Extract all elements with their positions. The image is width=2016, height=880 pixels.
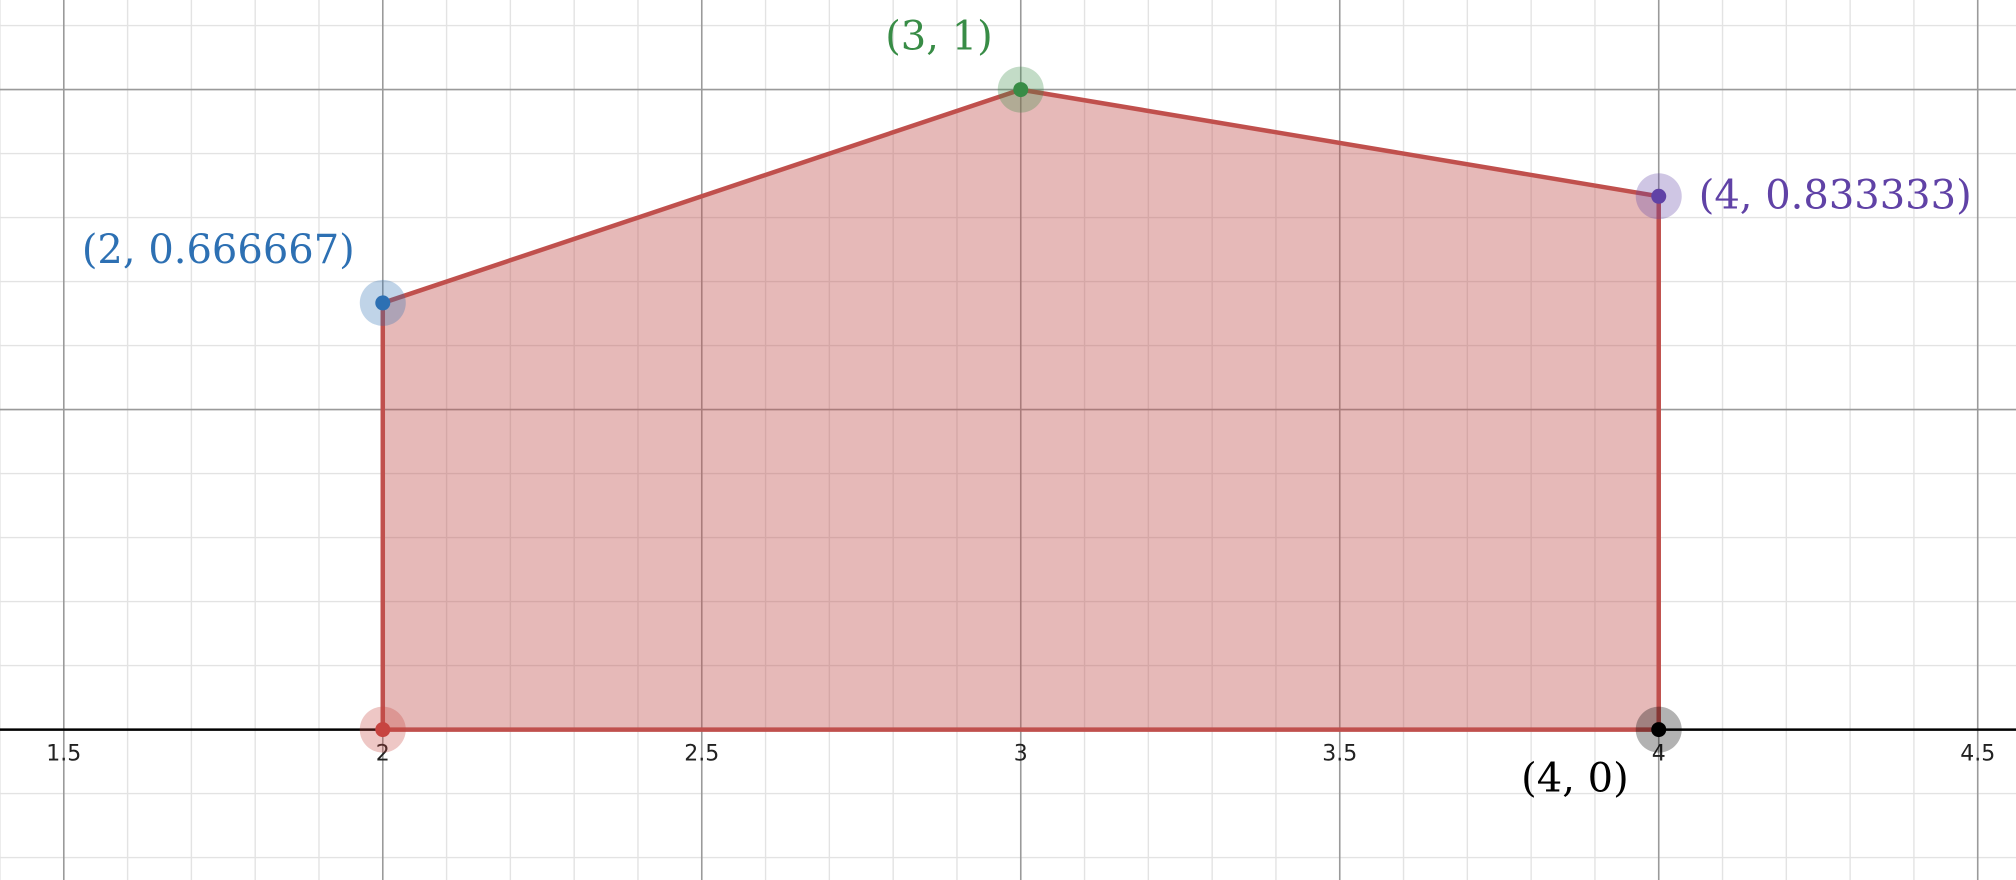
point-marker[interactable] bbox=[1651, 722, 1667, 738]
polygon-region[interactable] bbox=[380, 87, 1661, 732]
point-label: (4, 0) bbox=[1521, 756, 1629, 802]
point-marker[interactable] bbox=[375, 295, 391, 311]
point-label: (3, 1) bbox=[885, 14, 993, 60]
x-tick-label: 3 bbox=[1014, 742, 1028, 767]
x-tick-label: 3.5 bbox=[1322, 742, 1357, 767]
point-marker[interactable] bbox=[1013, 82, 1029, 98]
point-label: (2, 0.666667) bbox=[82, 227, 355, 273]
x-tick-label: 2.5 bbox=[684, 742, 719, 767]
x-tick-label: 1.5 bbox=[46, 742, 81, 767]
x-tick-label: 4 bbox=[1652, 742, 1666, 767]
point-label: (4, 0.833333) bbox=[1699, 172, 1972, 218]
labels-layer: (2, 0.666667) (3, 1) (4, 0.833333) (4, 0) bbox=[82, 14, 1972, 802]
x-tick-label: 4.5 bbox=[1960, 742, 1995, 767]
x-tick-label: 2 bbox=[376, 742, 390, 767]
point-marker[interactable] bbox=[375, 722, 391, 738]
point-marker[interactable] bbox=[1651, 188, 1667, 204]
points-layer bbox=[359, 66, 1682, 753]
polygon-layer bbox=[380, 87, 1661, 732]
